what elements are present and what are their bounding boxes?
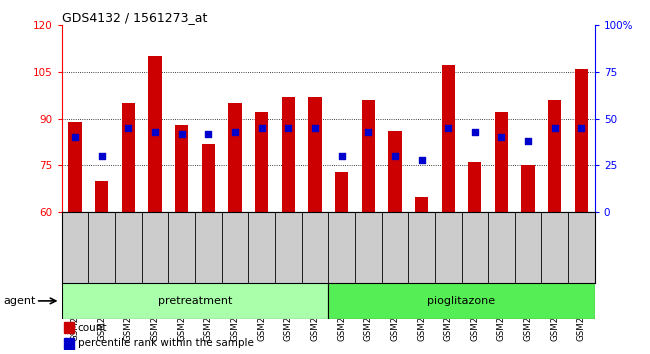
Bar — [441, 65, 455, 212]
Point — [96, 153, 107, 159]
Bar — [64, 338, 74, 349]
Bar — [175, 125, 188, 212]
Bar — [228, 103, 242, 212]
Bar — [255, 112, 268, 212]
Point — [443, 125, 454, 131]
Point — [550, 125, 560, 131]
Bar — [122, 103, 135, 212]
Point — [70, 135, 81, 140]
Bar — [308, 97, 322, 212]
Text: GDS4132 / 1561273_at: GDS4132 / 1561273_at — [62, 11, 207, 24]
Bar — [388, 131, 402, 212]
Text: pretreatment: pretreatment — [158, 296, 232, 306]
Point — [577, 125, 587, 131]
Point — [310, 125, 320, 131]
Point — [523, 138, 533, 144]
Text: percentile rank within the sample: percentile rank within the sample — [78, 338, 254, 348]
Bar — [68, 122, 82, 212]
Point — [177, 131, 187, 136]
Point — [337, 153, 347, 159]
Text: pioglitazone: pioglitazone — [428, 296, 495, 306]
Bar — [495, 112, 508, 212]
Point — [203, 131, 213, 136]
Text: count: count — [78, 322, 107, 332]
Bar — [335, 172, 348, 212]
Bar — [468, 162, 482, 212]
Point — [124, 125, 134, 131]
Bar — [575, 69, 588, 212]
Bar — [361, 100, 375, 212]
FancyBboxPatch shape — [62, 283, 328, 319]
Bar — [64, 322, 74, 333]
Point — [497, 135, 507, 140]
Bar — [548, 100, 562, 212]
Point — [283, 125, 294, 131]
Point — [230, 129, 240, 135]
Text: agent: agent — [3, 296, 36, 306]
Point — [150, 129, 161, 135]
Point — [469, 129, 480, 135]
Bar — [521, 165, 535, 212]
FancyBboxPatch shape — [328, 283, 595, 319]
Bar — [202, 144, 215, 212]
Bar — [148, 56, 162, 212]
Point — [256, 125, 267, 131]
Point — [417, 157, 427, 163]
Point — [390, 153, 400, 159]
Point — [363, 129, 373, 135]
Bar — [281, 97, 295, 212]
Bar — [415, 197, 428, 212]
Bar — [95, 181, 109, 212]
